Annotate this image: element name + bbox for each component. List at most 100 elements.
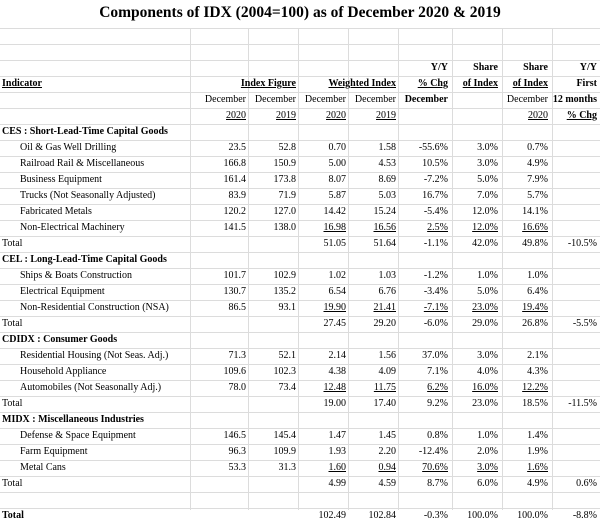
yy-change: -55.6% — [418, 142, 448, 153]
header-of-index-2020: of Index — [512, 78, 548, 89]
index-2020: 23.5 — [228, 142, 247, 153]
yy-change: 2.5% — [427, 222, 448, 233]
weighted-2019: 4.53 — [378, 158, 397, 169]
index-2019: 145.4 — [273, 430, 297, 441]
section-heading: CDIDX : Consumer Goods — [2, 334, 118, 345]
weighted-2019: 8.69 — [378, 174, 397, 185]
row-label: Automobiles (Not Seasonally Adj.) — [20, 382, 162, 393]
grand-total-weighted-2019: 102.84 — [368, 510, 397, 521]
share-of-index-2020: 12.2% — [522, 382, 548, 393]
header-pct-chg: % Chg — [417, 78, 448, 89]
yy-change: 37.0% — [422, 350, 448, 361]
share-of-index: 3.0% — [477, 142, 498, 153]
index-2020: 101.7 — [223, 270, 247, 281]
weighted-2019: 1.58 — [378, 142, 397, 153]
index-2019: 71.9 — [278, 190, 297, 201]
grid-row-line — [0, 268, 600, 269]
weighted-2019: 21.41 — [373, 302, 397, 313]
total-share: 42.0% — [472, 238, 498, 249]
grid-row-line — [0, 252, 600, 253]
section-heading: CES : Short-Lead-Time Capital Goods — [2, 126, 168, 137]
yy-change: 10.5% — [422, 158, 448, 169]
weighted-2019: 1.56 — [378, 350, 397, 361]
grand-total-yy-change: -0.3% — [423, 510, 448, 521]
header-12-months: 12 months — [552, 94, 597, 105]
weighted-2020: 16.98 — [323, 222, 347, 233]
weighted-2020: 1.60 — [328, 462, 347, 473]
row-label: Defense & Space Equipment — [20, 430, 136, 441]
header-share-2020: Share — [523, 62, 548, 73]
row-label: Oil & Gas Well Drilling — [20, 142, 117, 153]
weighted-2019: 5.03 — [378, 190, 397, 201]
header-yy: Y/Y — [430, 62, 448, 73]
total-yy-change: -1.1% — [423, 238, 448, 249]
index-2019: 109.9 — [273, 446, 297, 457]
grid-row-line — [0, 428, 600, 429]
index-2020: 53.3 — [228, 462, 247, 473]
header-year-2019: 2019 — [276, 110, 296, 121]
grid-row-line — [0, 204, 600, 205]
index-2019: 102.3 — [273, 366, 297, 377]
share-of-index-2020: 19.4% — [522, 302, 548, 313]
header-december: December — [304, 94, 346, 105]
total-share: 6.0% — [477, 478, 498, 489]
grid-row-line — [0, 380, 600, 381]
index-2020: 71.3 — [228, 350, 247, 361]
header-year-2020: 2020 — [326, 110, 346, 121]
grid-row-line — [0, 172, 600, 173]
grid-row-line — [0, 444, 600, 445]
grid-row-line — [0, 124, 600, 125]
total-first-12-months: -10.5% — [567, 238, 597, 249]
index-2019: 135.2 — [273, 286, 297, 297]
total-weighted-2019: 17.40 — [373, 398, 397, 409]
share-of-index-2020: 1.6% — [527, 462, 548, 473]
grid-row-line — [0, 492, 600, 493]
grid-column-line — [190, 28, 191, 510]
total-yy-change: 8.7% — [427, 478, 448, 489]
grand-total-first-12-months: -8.8% — [572, 510, 597, 521]
total-weighted-2019: 4.59 — [378, 478, 397, 489]
total-first-12-months: -11.5% — [568, 398, 597, 409]
weighted-2020: 5.87 — [328, 190, 347, 201]
yy-change: 70.6% — [422, 462, 448, 473]
total-weighted-2020: 4.99 — [328, 478, 347, 489]
weighted-2020: 19.90 — [323, 302, 347, 313]
row-label: Residential Housing (Not Seas. Adj.) — [20, 350, 169, 361]
grid-column-line — [552, 28, 553, 510]
section-total-label: Total — [2, 318, 23, 329]
grid-row-line — [0, 44, 600, 45]
share-of-index: 7.0% — [477, 190, 498, 201]
grid-row-line — [0, 156, 600, 157]
header-yy-first: Y/Y — [579, 62, 597, 73]
share-of-index: 16.0% — [472, 382, 498, 393]
row-label: Non-Residential Construction (NSA) — [20, 302, 169, 313]
weighted-2019: 1.45 — [378, 430, 397, 441]
share-of-index-2020: 4.3% — [527, 366, 548, 377]
total-first-12-months: -5.5% — [572, 318, 597, 329]
index-2019: 138.0 — [273, 222, 297, 233]
weighted-2020: 4.38 — [328, 366, 347, 377]
header-pct-chg-2: % Chg — [566, 110, 597, 121]
weighted-2020: 1.02 — [328, 270, 347, 281]
index-2019: 127.0 — [273, 206, 297, 217]
header-december: December — [254, 94, 296, 105]
weighted-2020: 6.54 — [328, 286, 347, 297]
share-of-index-2020: 4.9% — [527, 158, 548, 169]
grid-row-line — [0, 284, 600, 285]
share-of-index: 5.0% — [477, 174, 498, 185]
yy-change: -7.2% — [423, 174, 448, 185]
total-weighted-2020: 27.45 — [323, 318, 347, 329]
total-share: 23.0% — [472, 398, 498, 409]
index-2020: 78.0 — [228, 382, 247, 393]
grid-row-line — [0, 332, 600, 333]
yy-change: -3.4% — [423, 286, 448, 297]
weighted-2020: 1.47 — [328, 430, 347, 441]
index-2019: 150.9 — [273, 158, 297, 169]
grid-row-line — [0, 140, 600, 141]
total-weighted-2019: 51.64 — [373, 238, 397, 249]
weighted-2019: 15.24 — [373, 206, 397, 217]
weighted-2019: 0.94 — [378, 462, 397, 473]
row-label: Metal Cans — [20, 462, 66, 473]
header-share: Share — [473, 62, 498, 73]
share-of-index-2020: 0.7% — [527, 142, 548, 153]
